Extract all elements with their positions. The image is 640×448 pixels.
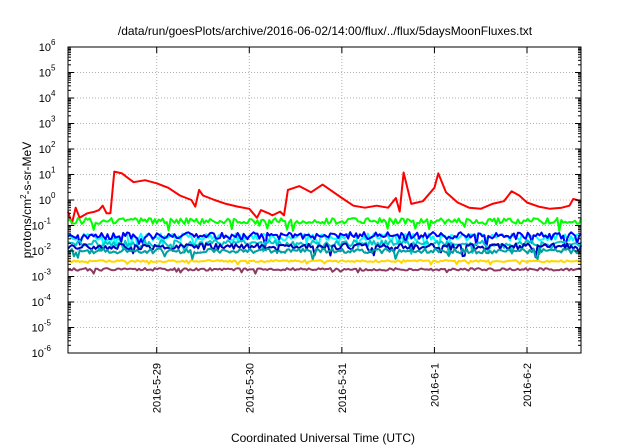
- axis-ticks: 10610510410310210110010-110-210-310-410-…: [32, 38, 581, 413]
- y-tick-label-exponent: 0: [51, 191, 56, 200]
- y-tick-label-exponent: 3: [51, 115, 56, 124]
- series-layer: [67, 170, 582, 275]
- series-line: [67, 259, 582, 266]
- y-tick-label: 102: [39, 140, 56, 156]
- y-tick-label-exponent: -5: [44, 319, 52, 328]
- series-line: [67, 170, 582, 225]
- y-tick-label-base: 10: [39, 195, 51, 207]
- y-tick-label-exponent: 1: [51, 166, 56, 175]
- y-tick-label: 106: [39, 38, 56, 54]
- y-tick-label-exponent: 2: [51, 140, 56, 149]
- y-tick-label-base: 10: [32, 272, 44, 284]
- y-tick-label-exponent: 4: [51, 89, 56, 98]
- y-tick-label-base: 10: [32, 246, 44, 258]
- y-tick-label-base: 10: [39, 119, 51, 131]
- x-tick-label: 2016-5-30: [244, 363, 256, 413]
- y-tick-label-base: 10: [32, 323, 44, 335]
- y-tick-label-base: 10: [39, 42, 51, 54]
- y-tick-label: 10-5: [32, 319, 52, 335]
- y-tick-label-base: 10: [32, 221, 44, 233]
- y-tick-label: 10-4: [32, 293, 52, 309]
- y-tick-label-base: 10: [39, 68, 51, 80]
- y-axis-label-prefix: protons/cm: [20, 199, 34, 258]
- series-line: [67, 231, 582, 249]
- y-tick-label-exponent: -3: [44, 268, 52, 277]
- y-tick-label: 101: [39, 166, 56, 182]
- y-tick-label: 103: [39, 115, 56, 131]
- series-line: [67, 247, 582, 261]
- chart-title: /data/run/goesPlots/archive/2016-06-02/1…: [118, 24, 533, 38]
- x-tick-label: 2016-6-2: [522, 363, 534, 407]
- y-tick-label: 105: [39, 64, 56, 80]
- y-tick-label-base: 10: [39, 93, 51, 105]
- x-tick-label: 2016-6-1: [429, 363, 441, 407]
- y-tick-label: 100: [39, 191, 56, 207]
- y-tick-label: 10-3: [32, 268, 52, 284]
- y-tick-label-exponent: -4: [44, 293, 52, 302]
- y-tick-label-base: 10: [32, 297, 44, 309]
- grid: [68, 46, 581, 354]
- series-line: [67, 217, 582, 233]
- series-line: [67, 267, 582, 275]
- y-tick-label: 10-6: [32, 344, 52, 360]
- y-tick-label: 10-2: [32, 242, 52, 258]
- y-tick-label: 10-1: [32, 217, 52, 233]
- x-axis-label: Coordinated Universal Time (UTC): [231, 431, 415, 445]
- y-axis-label-superscript: 2: [19, 194, 28, 199]
- y-tick-label-exponent: -2: [44, 242, 52, 251]
- y-tick-label-exponent: 6: [51, 38, 56, 47]
- y-tick-label-exponent: -1: [44, 217, 52, 226]
- y-tick-label-base: 10: [39, 144, 51, 156]
- x-tick-label: 2016-5-31: [337, 363, 349, 413]
- y-tick-label-base: 10: [32, 348, 44, 360]
- y-axis-label-suffix: -s-sr-MeV: [20, 142, 34, 195]
- y-tick-label-exponent: 5: [51, 64, 56, 73]
- y-axis-label: protons/cm2-s-sr-MeV: [19, 142, 34, 258]
- y-tick-label-base: 10: [39, 170, 51, 182]
- x-tick-label: 2016-5-29: [152, 363, 164, 413]
- y-tick-label: 104: [39, 89, 56, 105]
- y-tick-label-exponent: -6: [44, 344, 52, 353]
